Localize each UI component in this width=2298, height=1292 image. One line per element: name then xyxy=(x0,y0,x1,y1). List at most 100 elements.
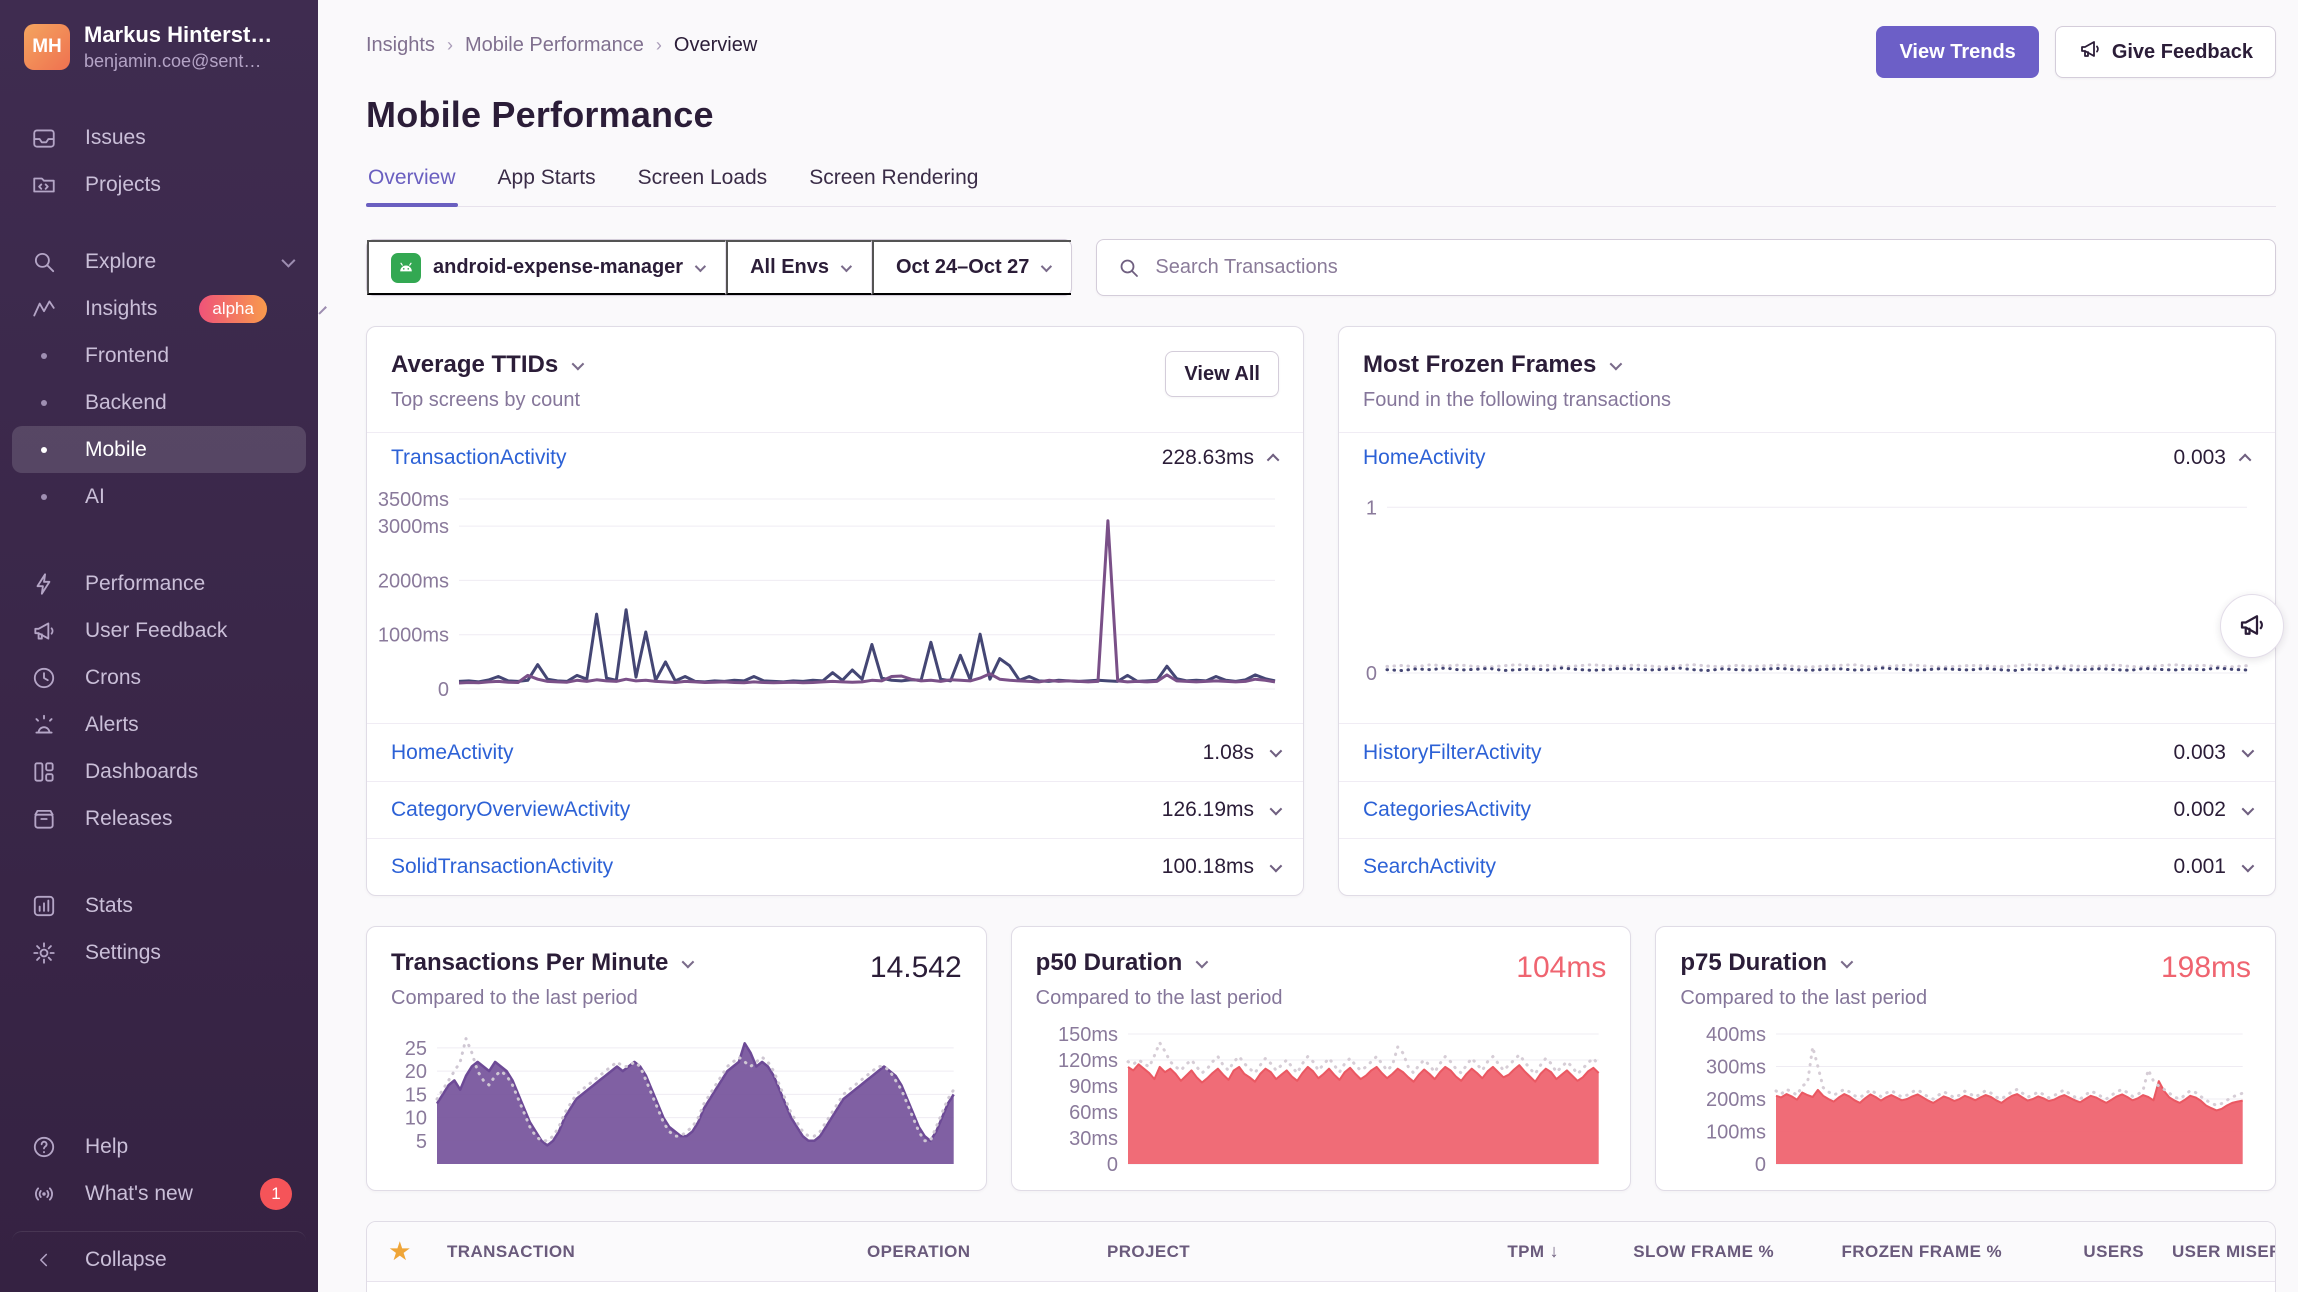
transaction-row: CategoryOverviewActivity 126.19ms xyxy=(367,781,1303,838)
sidebar-item-alerts[interactable]: Alerts xyxy=(12,701,306,748)
chevron-left-icon xyxy=(30,1247,57,1274)
transaction-link[interactable]: CategoriesActivity xyxy=(1363,798,1531,822)
sidebar-item-projects[interactable]: Projects xyxy=(12,161,306,208)
expand-row-button[interactable] xyxy=(2242,802,2255,815)
give-feedback-button[interactable]: Give Feedback xyxy=(2055,26,2276,78)
column-project[interactable]: PROJECT xyxy=(1093,1242,1423,1262)
transaction-link[interactable]: TransactionActivity xyxy=(391,446,566,470)
column-frozen-frame[interactable]: FROZEN FRAME % xyxy=(1788,1242,2016,1262)
sidebar-item-label: Alerts xyxy=(85,713,139,737)
collapse-row-button[interactable] xyxy=(2239,453,2252,466)
transaction-link[interactable]: HistoryFilterActivity xyxy=(1363,741,1542,765)
view-trends-button[interactable]: View Trends xyxy=(1876,26,2038,78)
row-value: 228.63ms xyxy=(1162,446,1254,470)
expand-row-button[interactable] xyxy=(1270,802,1283,815)
user-menu[interactable]: MH Markus Hinterst… benjamin.coe@sent… xyxy=(12,18,306,76)
starred-filter-icon[interactable]: ★ xyxy=(388,1236,412,1266)
breadcrumb-overview: Overview xyxy=(674,34,757,57)
most-frozen-frames-title-selector[interactable]: Most Frozen Frames xyxy=(1363,351,1671,379)
tab-screen-loads[interactable]: Screen Loads xyxy=(636,166,770,206)
svg-text:20: 20 xyxy=(405,1061,427,1083)
panel-title-label: Transactions Per Minute xyxy=(391,949,668,977)
breadcrumb-separator: › xyxy=(447,35,453,56)
sidebar-item-ai[interactable]: AI xyxy=(12,473,306,520)
sidebar-item-user-feedback[interactable]: User Feedback xyxy=(12,607,306,654)
row-value: 1.08s xyxy=(1203,741,1254,765)
row-value: 0.003 xyxy=(2173,741,2226,765)
transaction-link[interactable]: SolidTransactionActivity xyxy=(391,855,613,879)
sidebar-item-label: Crons xyxy=(85,666,141,690)
column-users[interactable]: USERS xyxy=(2016,1242,2158,1262)
tpm-title-selector[interactable]: Transactions Per Minute xyxy=(391,949,691,977)
transaction-link[interactable]: SearchActivity xyxy=(1363,855,1496,879)
p75-title-selector[interactable]: p75 Duration xyxy=(1680,949,1927,977)
sidebar-item-mobile[interactable]: Mobile xyxy=(12,426,306,473)
lightning-icon xyxy=(30,570,57,597)
floating-feedback-button[interactable] xyxy=(2220,594,2284,658)
p50-title-selector[interactable]: p50 Duration xyxy=(1036,949,1283,977)
sidebar-item-help[interactable]: Help xyxy=(12,1123,306,1170)
sidebar-item-label: Frontend xyxy=(85,344,169,368)
expand-row-button[interactable] xyxy=(1270,859,1283,872)
column-transaction[interactable]: TRANSACTION xyxy=(433,1242,853,1262)
sidebar-item-frontend[interactable]: Frontend xyxy=(12,332,306,379)
expand-row-button[interactable] xyxy=(2242,859,2255,872)
chevron-down-icon xyxy=(695,260,706,271)
column-tpm-sorted[interactable]: TPM ↓ xyxy=(1423,1241,1573,1262)
panel-subtitle: Found in the following transactions xyxy=(1363,389,1671,412)
most-frozen-frames-panel: Most Frozen Frames Found in the followin… xyxy=(1338,326,2276,896)
sidebar-item-releases[interactable]: Releases xyxy=(12,795,306,842)
search-input[interactable] xyxy=(1155,256,2255,279)
tab-overview[interactable]: Overview xyxy=(366,166,458,206)
collapse-row-button[interactable] xyxy=(1267,453,1280,466)
view-all-button[interactable]: View All xyxy=(1165,351,1279,397)
date-range-value: Oct 24–Oct 27 xyxy=(896,256,1029,279)
svg-text:1: 1 xyxy=(1366,497,1377,519)
sidebar-footer: Help What's new 1 Collapse xyxy=(12,1123,306,1278)
sidebar-item-stats[interactable]: Stats xyxy=(12,882,306,929)
column-operation[interactable]: OPERATION xyxy=(853,1242,1093,1262)
panel-header: Most Frozen Frames Found in the followin… xyxy=(1339,327,2275,433)
filter-bar: android-expense-manager All Envs Oct 24–… xyxy=(366,239,2276,296)
transaction-row: CategoriesActivity 0.002 xyxy=(1339,781,2275,838)
breadcrumb-insights[interactable]: Insights xyxy=(366,34,435,57)
column-slow-frame[interactable]: SLOW FRAME % xyxy=(1573,1242,1788,1262)
sidebar-item-crons[interactable]: Crons xyxy=(12,654,306,701)
breadcrumb-mobile-performance[interactable]: Mobile Performance xyxy=(465,34,644,57)
sidebar-item-issues[interactable]: Issues xyxy=(12,114,306,161)
megaphone-icon xyxy=(30,617,57,644)
column-user-misery[interactable]: USER MISERY xyxy=(2158,1242,2276,1262)
panel-header: Average TTIDs Top screens by count View … xyxy=(367,327,1303,433)
panel-title-label: p50 Duration xyxy=(1036,949,1183,977)
date-range-selector[interactable]: Oct 24–Oct 27 xyxy=(872,240,1071,295)
expand-row-button[interactable] xyxy=(1270,745,1283,758)
sidebar-item-whats-new[interactable]: What's new 1 xyxy=(12,1170,306,1217)
transaction-row-expanded: TransactionActivity 228.63ms xyxy=(367,433,1303,483)
sidebar-item-insights[interactable]: Insights alpha xyxy=(12,285,306,332)
svg-text:5: 5 xyxy=(416,1131,427,1153)
search-bar xyxy=(1096,239,2276,296)
sidebar-item-explore[interactable]: Explore xyxy=(12,238,306,285)
sidebar-item-backend[interactable]: Backend xyxy=(12,379,306,426)
sidebar-collapse-button[interactable]: Collapse xyxy=(12,1231,306,1278)
expand-row-button[interactable] xyxy=(2242,745,2255,758)
environment-selector[interactable]: All Envs xyxy=(726,240,872,295)
transaction-row: HistoryFilterActivity 0.003 xyxy=(1339,724,2275,781)
ttid-chart-container: 01000ms2000ms3000ms3500ms xyxy=(367,483,1303,724)
bullet-icon xyxy=(30,436,57,463)
panel-title-label: Average TTIDs xyxy=(391,351,558,379)
average-ttids-title-selector[interactable]: Average TTIDs xyxy=(391,351,581,379)
sidebar-item-dashboards[interactable]: Dashboards xyxy=(12,748,306,795)
transaction-link[interactable]: CategoryOverviewActivity xyxy=(391,798,630,822)
sidebar-item-settings[interactable]: Settings xyxy=(12,929,306,976)
tab-app-starts[interactable]: App Starts xyxy=(496,166,598,206)
svg-text:1000ms: 1000ms xyxy=(378,625,449,647)
svg-text:2000ms: 2000ms xyxy=(378,570,449,592)
transaction-row: SolidTransactionActivity 100.18ms xyxy=(367,838,1303,895)
project-selector[interactable]: android-expense-manager xyxy=(367,240,726,295)
sidebar-item-performance[interactable]: Performance xyxy=(12,560,306,607)
dashboard-icon xyxy=(30,758,57,785)
transaction-link[interactable]: HomeActivity xyxy=(391,741,514,765)
tab-screen-rendering[interactable]: Screen Rendering xyxy=(807,166,980,206)
transaction-link[interactable]: HomeActivity xyxy=(1363,446,1486,470)
